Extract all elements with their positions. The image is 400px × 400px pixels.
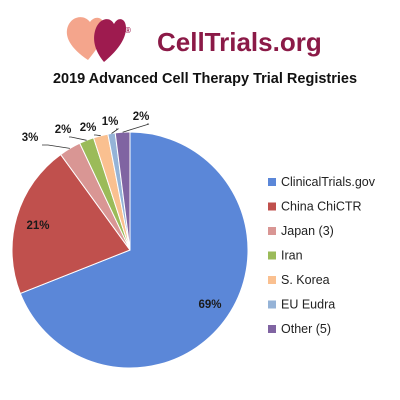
legend-label: China ChiCTR	[281, 200, 362, 214]
legend-swatch	[268, 276, 276, 284]
leader-line	[122, 123, 150, 133]
pie-slice-china-chictr[interactable]	[11, 153, 131, 295]
legend-swatch	[268, 178, 276, 186]
data-label: 2%	[55, 124, 72, 136]
pie-slice-other-5[interactable]	[114, 131, 131, 251]
data-label: 21%	[26, 220, 49, 232]
data-label: 2%	[80, 122, 97, 134]
legend-label: Iran	[281, 249, 303, 263]
brand-name[interactable]: CellTrials.org	[157, 27, 322, 57]
data-label: 3%	[22, 132, 39, 144]
legend-swatch	[268, 202, 276, 211]
pie-chart	[11, 131, 249, 369]
leader-line	[42, 144, 70, 149]
legend-swatch	[268, 300, 276, 309]
leader-line	[69, 136, 87, 141]
legend-label: Other (5)	[281, 322, 331, 336]
legend-label: EU Eudra	[281, 298, 335, 312]
legend-label: ClinicalTrials.gov	[281, 175, 376, 189]
legend-swatch	[268, 325, 276, 333]
leader-lines	[42, 123, 150, 149]
legend-swatch	[268, 227, 276, 235]
legend-item[interactable]: Japan (3)	[268, 224, 334, 238]
legend-item[interactable]: Other (5)	[268, 322, 331, 336]
legend-label: S. Korea	[281, 273, 330, 287]
chart-title: 2019 Advanced Cell Therapy Trial Registr…	[53, 71, 357, 87]
legend-item[interactable]: China ChiCTR	[268, 200, 362, 214]
legend-item[interactable]: S. Korea	[268, 273, 330, 287]
data-label: 2%	[133, 111, 150, 123]
brand-logo: ® CellTrials.org	[66, 17, 322, 62]
data-labels: 69% 21% 3% 2% 2% 1% 2%	[22, 111, 222, 311]
leader-line	[111, 128, 120, 134]
legend-item[interactable]: Iran	[268, 249, 303, 263]
legend-label: Japan (3)	[281, 224, 334, 238]
legend-swatch	[268, 251, 276, 260]
pie-slice-clinicaltrials-gov[interactable]	[19, 131, 249, 369]
data-label: 69%	[198, 299, 221, 311]
registered-mark: ®	[125, 26, 131, 35]
leader-line	[94, 134, 101, 137]
legend-item[interactable]: EU Eudra	[268, 298, 335, 312]
legend-item[interactable]: ClinicalTrials.gov	[268, 175, 376, 189]
data-label: 1%	[102, 116, 119, 128]
legend: ClinicalTrials.gov China ChiCTR Japan (3) I…	[268, 175, 376, 336]
two-hearts-logo-icon	[66, 17, 126, 62]
